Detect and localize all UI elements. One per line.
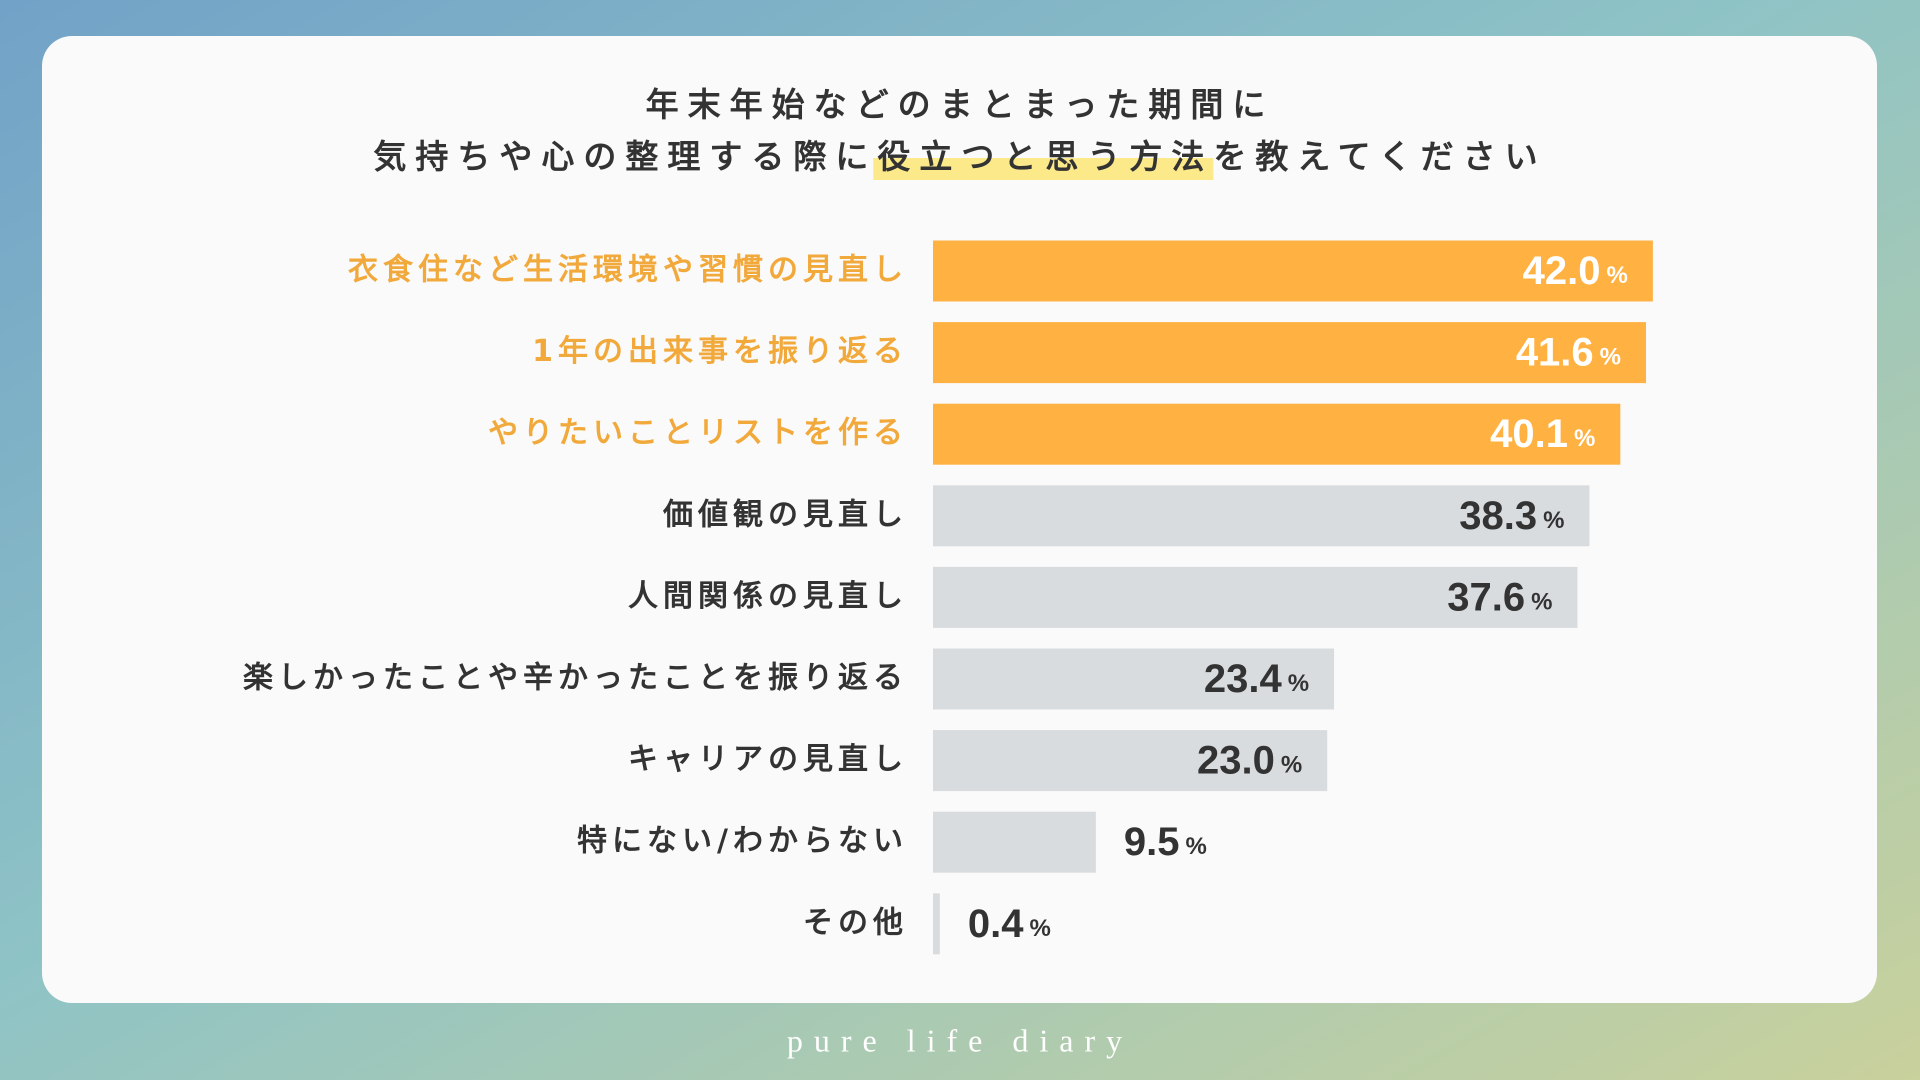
bar — [933, 403, 1621, 465]
category-label: 人間関係の見直し — [628, 579, 908, 614]
bar — [933, 648, 1335, 710]
value-number: 41.6 — [1516, 330, 1594, 374]
value-label: 23.4% — [1204, 657, 1309, 701]
bar — [933, 811, 1096, 873]
bar — [933, 322, 1647, 384]
title-line: 気持ちや心の整理する際に役立つと思う方法を教えてください — [373, 137, 1546, 176]
value-number: 9.5 — [1124, 820, 1180, 864]
bar — [933, 566, 1578, 628]
title-highlight-text: 役立つと思う方法 — [877, 137, 1213, 176]
value-label: 41.6% — [1516, 330, 1621, 374]
title-highlight — [873, 158, 1214, 180]
category-label: 衣食住など生活環境や習慣の見直し — [348, 253, 908, 288]
bar — [933, 730, 1328, 792]
value-number: 0.4 — [968, 901, 1024, 945]
value-number: 37.6 — [1447, 575, 1525, 619]
value-suffix: % — [1531, 589, 1552, 616]
category-label: その他 — [803, 905, 908, 940]
title-line: 年末年始などのまとまった期間に — [646, 85, 1275, 124]
value-number: 23.0 — [1197, 738, 1275, 782]
value-number: 38.3 — [1459, 493, 1537, 537]
title-text: を教えてください — [1213, 137, 1546, 176]
value-suffix: % — [1600, 344, 1621, 371]
category-label: やりたいことリストを作る — [488, 416, 908, 451]
bar — [933, 240, 1653, 302]
value-suffix: % — [1574, 426, 1595, 453]
value-suffix: % — [1607, 262, 1628, 289]
value-suffix: % — [1288, 670, 1309, 697]
value-suffix: % — [1543, 507, 1564, 534]
value-suffix: % — [1029, 915, 1050, 942]
category-label: 特にない/わからない — [577, 824, 908, 859]
value-label: 42.0% — [1523, 249, 1628, 293]
value-label: 40.1% — [1490, 412, 1595, 456]
value-label: 0.4% — [968, 901, 1051, 945]
value-number: 42.0 — [1523, 249, 1601, 293]
category-label: 楽しかったことや辛かったことを振り返る — [243, 661, 908, 696]
title-text: 気持ちや心の整理する際に — [373, 137, 877, 176]
bar — [933, 893, 940, 955]
value-number: 23.4 — [1204, 657, 1283, 701]
value-suffix: % — [1281, 752, 1302, 779]
value-suffix: % — [1185, 834, 1206, 861]
category-label: 価値観の見直し — [662, 497, 908, 532]
value-label: 38.3% — [1459, 493, 1564, 537]
category-label: キャリアの見直し — [628, 742, 908, 777]
category-label: 1年の出来事を振り返る — [532, 334, 908, 369]
bar — [933, 485, 1590, 547]
footer: pure life diary — [787, 1022, 1133, 1058]
value-label: 37.6% — [1447, 575, 1552, 619]
title-text: 年末年始などのまとまった期間に — [646, 85, 1275, 124]
value-label: 9.5% — [1124, 820, 1207, 864]
value-label: 23.0% — [1197, 738, 1302, 782]
value-number: 40.1 — [1490, 412, 1568, 456]
